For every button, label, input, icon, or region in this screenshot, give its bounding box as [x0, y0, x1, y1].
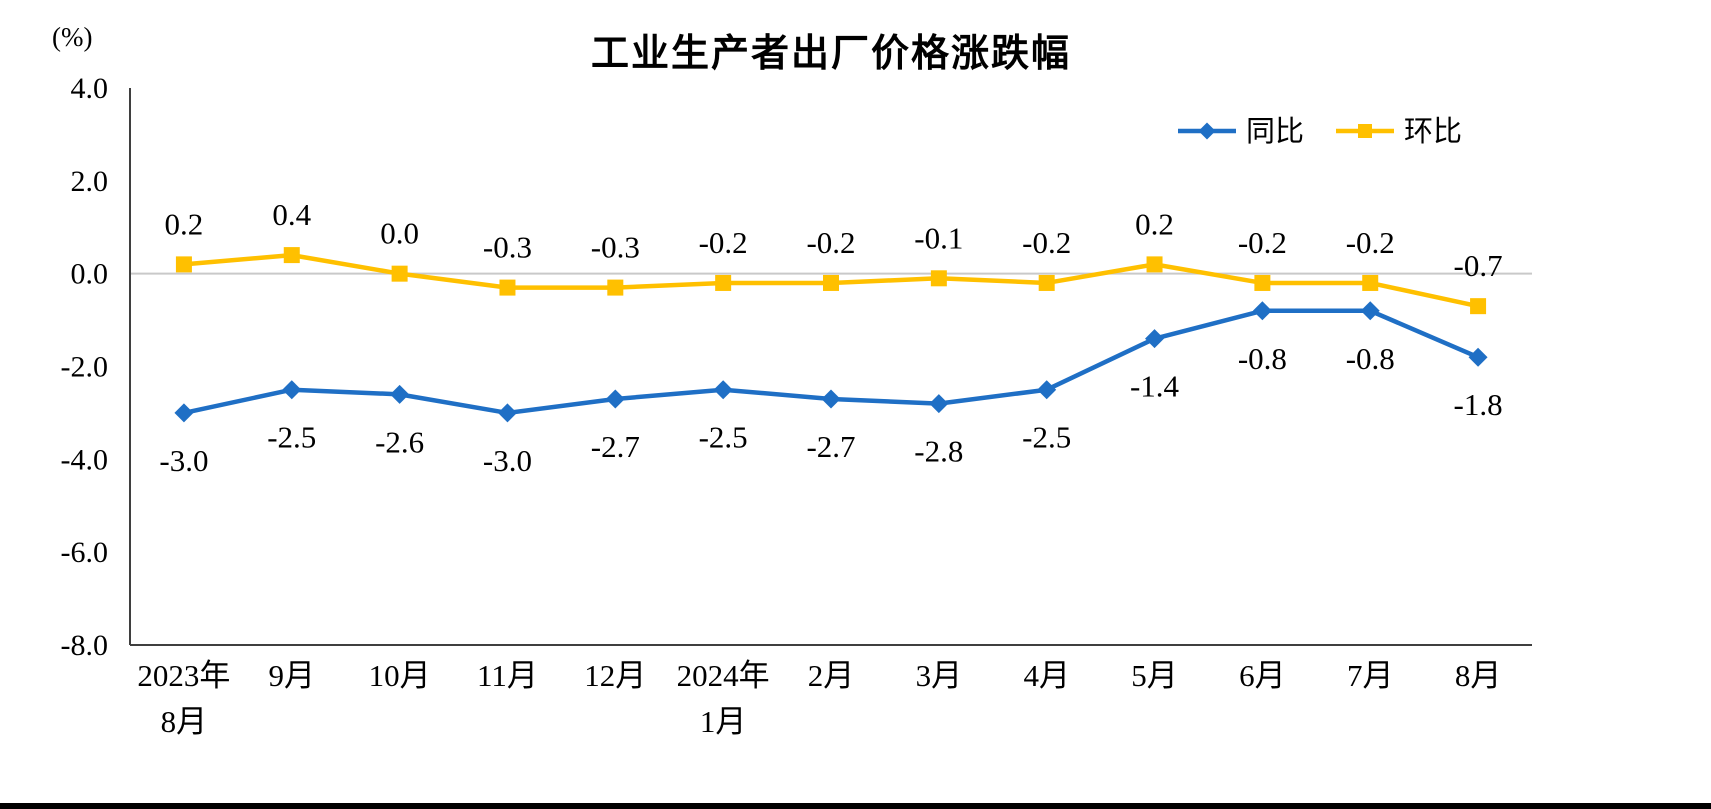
x-tick-label: 8月	[161, 704, 208, 739]
x-tick-label: 12月	[584, 658, 646, 693]
square-marker	[1254, 274, 1271, 291]
diamond-marker	[390, 384, 410, 404]
data-label: -0.3	[483, 230, 532, 265]
data-label: -0.8	[1238, 341, 1287, 376]
square-marker	[1470, 298, 1487, 315]
square-marker	[283, 247, 300, 264]
x-tick-label: 7月	[1347, 658, 1394, 693]
diamond-marker	[605, 389, 625, 409]
square-marker	[499, 279, 516, 296]
x-tick-label: 8月	[1455, 658, 1502, 693]
data-label: -0.1	[914, 220, 963, 255]
data-label: 0.0	[380, 216, 419, 251]
data-label: -2.5	[1022, 420, 1071, 455]
x-tick-label: 2023年	[137, 658, 230, 693]
data-label: -0.2	[806, 225, 855, 260]
diamond-marker	[1360, 301, 1380, 321]
data-label: -0.7	[1454, 248, 1503, 283]
x-tick-label: 3月	[916, 658, 963, 693]
square-marker	[823, 274, 839, 291]
diamond-marker	[713, 380, 733, 400]
diamond-marker	[497, 403, 517, 423]
square-marker	[1038, 274, 1055, 291]
data-label: -1.8	[1454, 387, 1503, 422]
x-tick-label: 9月	[269, 658, 316, 693]
x-tick-label: 5月	[1131, 658, 1178, 693]
legend-label: 环比	[1404, 115, 1462, 148]
data-label: -3.0	[483, 443, 532, 478]
y-tick-label: -4.0	[61, 443, 109, 476]
data-label: -1.4	[1130, 369, 1180, 404]
y-axis-unit-label: (%)	[52, 22, 93, 52]
square-marker	[930, 270, 947, 287]
diamond-marker	[282, 380, 302, 400]
diamond-marker	[1037, 380, 1057, 400]
data-label: -2.7	[591, 429, 640, 464]
diamond-marker	[1145, 329, 1165, 349]
data-label: -0.2	[1022, 225, 1071, 260]
square-marker	[175, 256, 192, 273]
y-tick-label: -8.0	[61, 629, 109, 662]
data-label: -0.2	[1346, 225, 1395, 260]
square-marker-legend	[1358, 124, 1372, 138]
data-label: 0.2	[1135, 206, 1174, 241]
data-label: -0.2	[1238, 225, 1287, 260]
data-label: -2.5	[267, 420, 316, 455]
y-tick-label: 4.0	[71, 72, 109, 105]
y-tick-label: -2.0	[61, 351, 109, 384]
bottom-border-bar	[0, 803, 1711, 809]
x-tick-label: 2月	[808, 658, 855, 693]
chart-title: 工业生产者出厂价格涨跌幅	[590, 33, 1071, 75]
x-tick-label: 2024年	[677, 658, 770, 693]
x-tick-label: 6月	[1239, 658, 1286, 693]
square-marker	[715, 274, 732, 291]
data-label: -3.0	[159, 443, 208, 478]
diamond-marker	[929, 394, 949, 414]
data-label: -0.3	[591, 230, 640, 265]
diamond-marker	[821, 389, 841, 409]
x-tick-label: 4月	[1023, 658, 1070, 693]
x-tick-label: 11月	[477, 658, 538, 693]
y-tick-label: -6.0	[61, 536, 109, 569]
x-tick-label: 10月	[369, 658, 431, 693]
legend-label: 同比	[1246, 115, 1304, 148]
x-tick-label: 1月	[700, 704, 747, 739]
data-label: -2.7	[806, 429, 855, 464]
data-label: -2.6	[375, 424, 424, 459]
data-label: 0.2	[165, 206, 204, 241]
y-tick-label: 2.0	[71, 165, 109, 198]
diamond-marker-legend	[1198, 122, 1216, 140]
square-marker	[1362, 274, 1379, 291]
data-label: -2.8	[914, 434, 963, 469]
diamond-marker	[1468, 347, 1488, 367]
data-label: -0.8	[1346, 341, 1395, 376]
y-tick-label: 0.0	[71, 258, 109, 291]
square-marker	[391, 265, 408, 282]
data-label: 0.4	[272, 197, 311, 232]
square-marker	[607, 279, 624, 296]
diamond-marker	[1252, 301, 1272, 321]
square-marker	[1146, 256, 1163, 273]
data-label: -0.2	[699, 225, 748, 260]
data-label: -2.5	[699, 420, 748, 455]
diamond-marker	[174, 403, 194, 423]
